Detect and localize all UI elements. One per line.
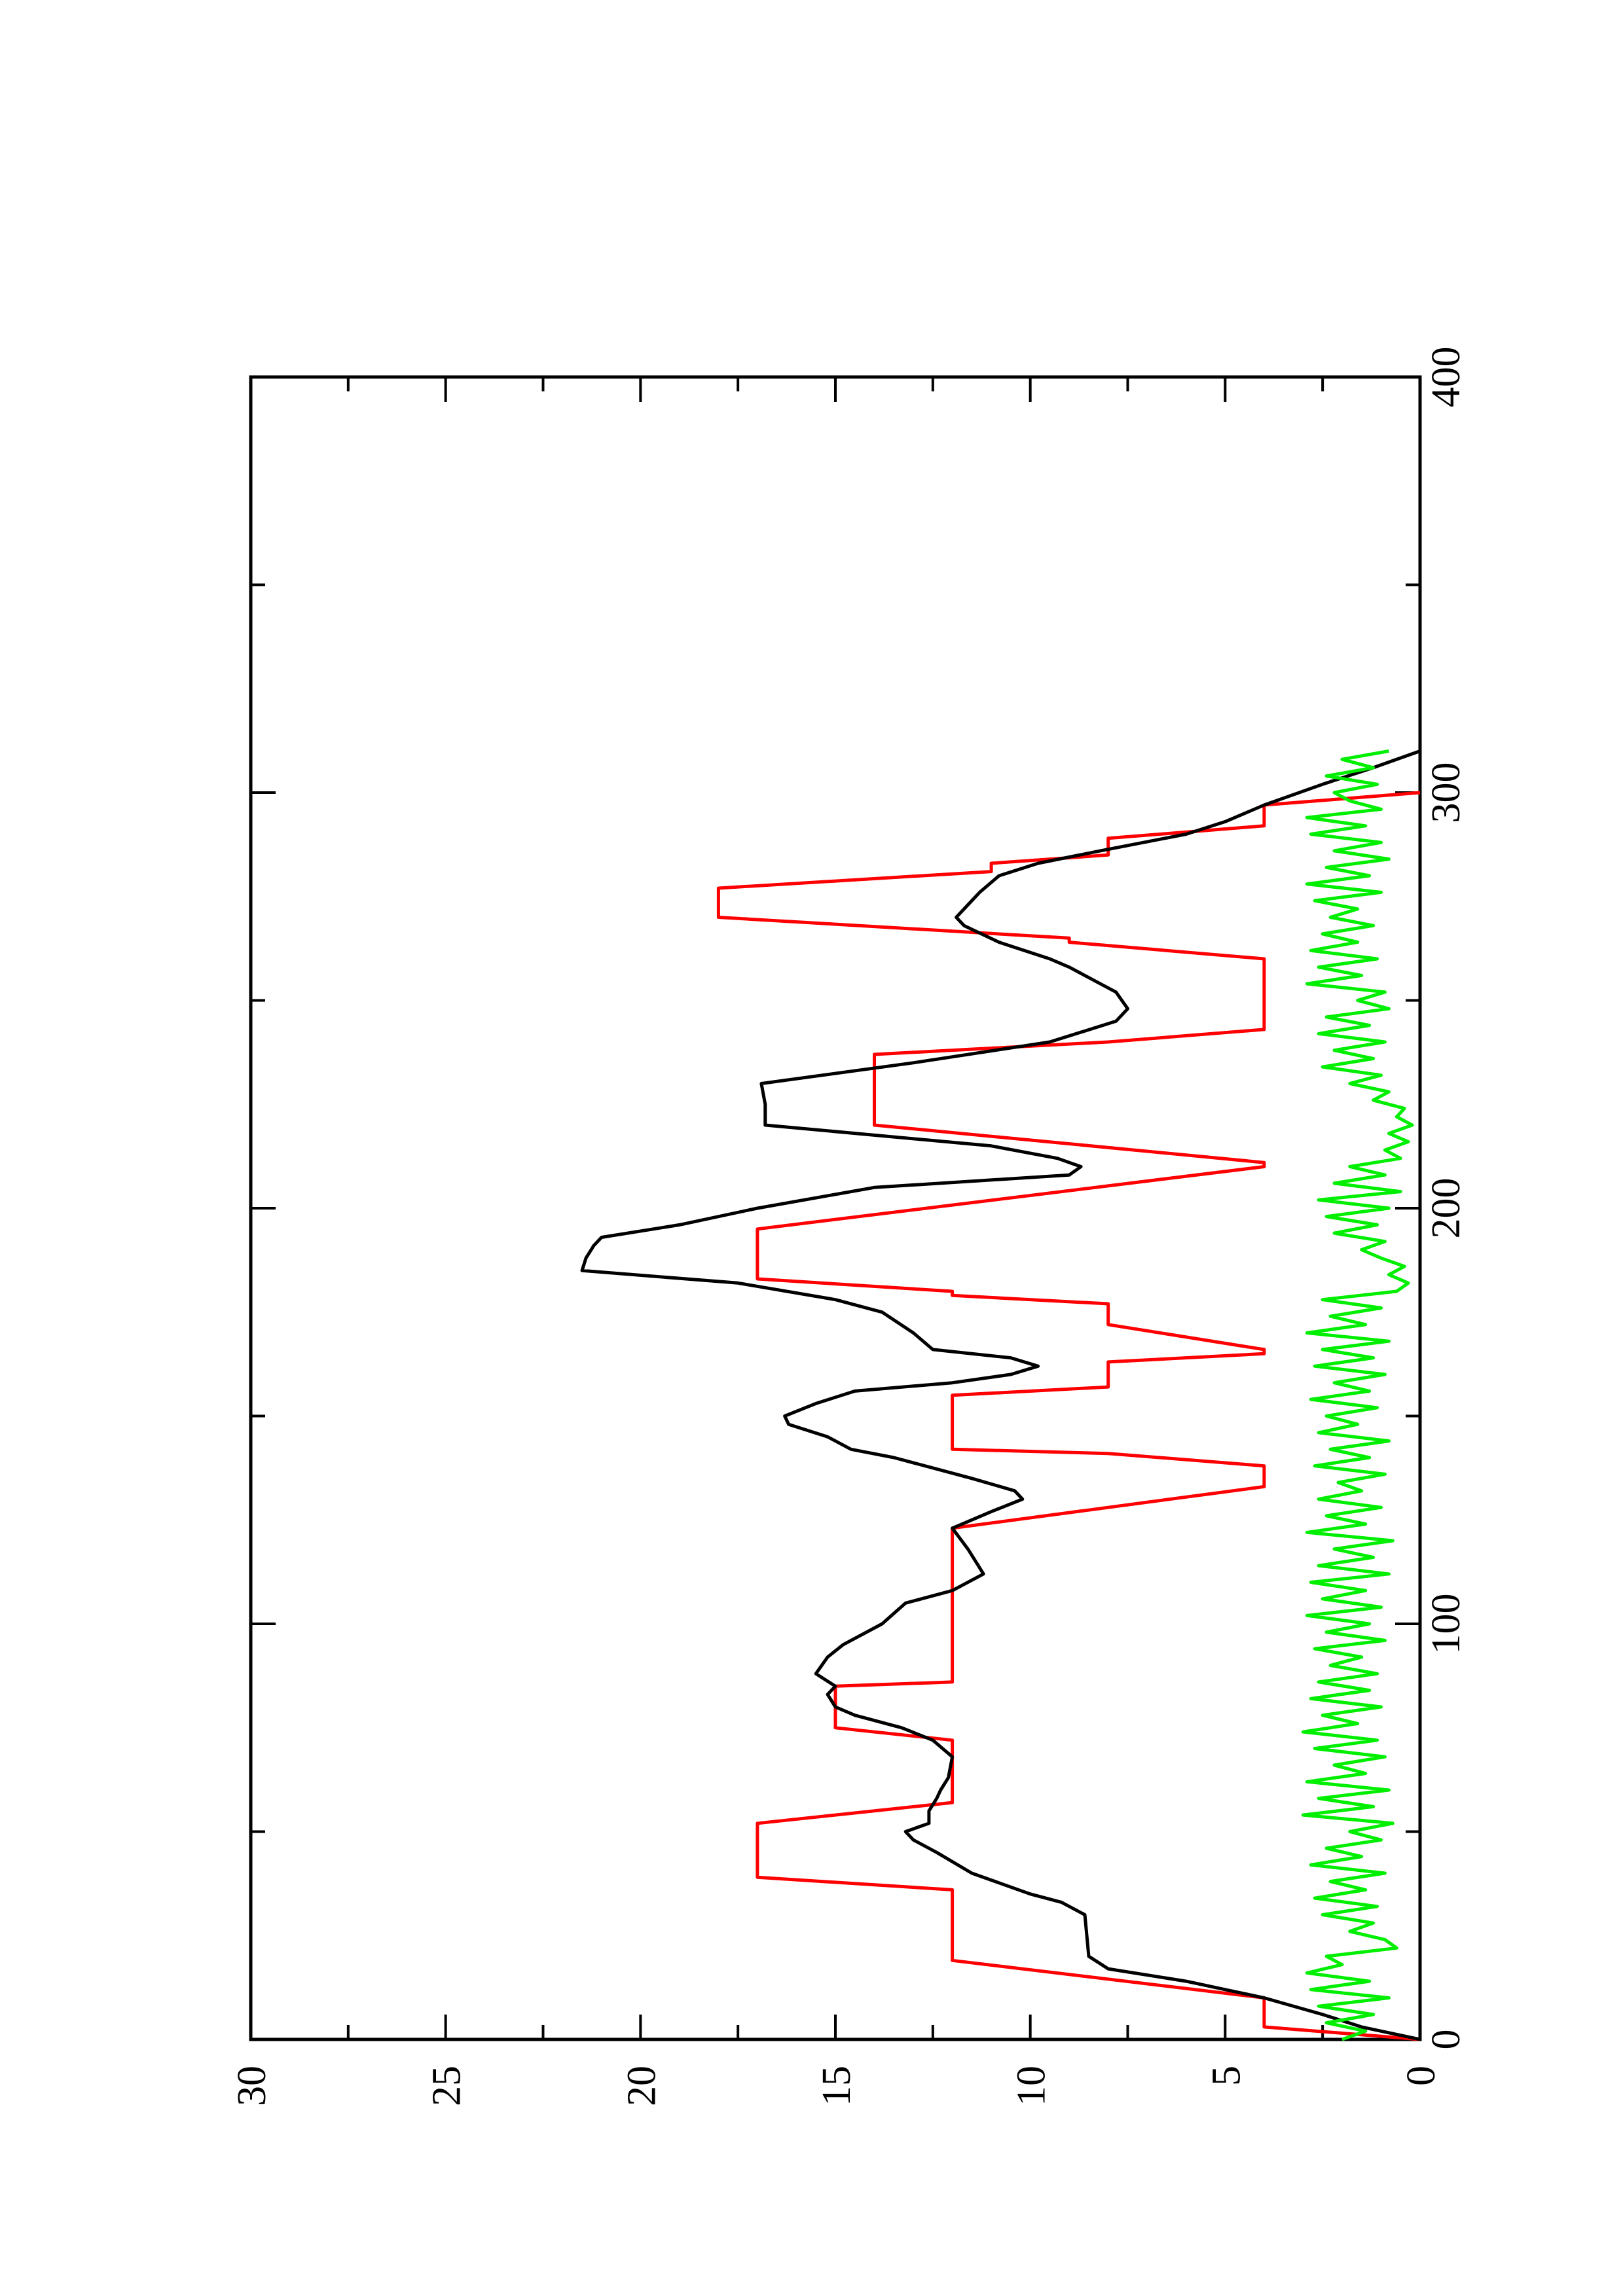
x-tick-label: 100 <box>1424 1594 1468 1655</box>
x-tick-label: 400 <box>1424 347 1468 408</box>
series-line-3 <box>1301 749 1414 2041</box>
axis-tick-labels: 0 100 200 300 400 0 5 10 15 20 25 30 <box>230 347 1468 2107</box>
y-tick-label: 15 <box>814 2066 859 2106</box>
axis-ticks <box>249 376 1421 2041</box>
y-tick-label: 25 <box>425 2066 469 2106</box>
y-tick-label: 5 <box>1204 2066 1249 2086</box>
series-line-2 <box>580 749 1421 2041</box>
x-tick-label: 200 <box>1424 1178 1468 1239</box>
y-tick-label: 30 <box>230 2066 274 2106</box>
y-tick-label: 20 <box>619 2066 664 2106</box>
x-tick-label: 0 <box>1424 2030 1468 2050</box>
y-tick-label: 10 <box>1010 2066 1054 2106</box>
y-tick-label: 0 <box>1399 2066 1444 2086</box>
plot-area-frame <box>249 375 1422 2041</box>
x-tick-label: 300 <box>1424 762 1468 823</box>
series-line-1 <box>716 791 1421 2041</box>
series-layer <box>580 749 1421 2041</box>
